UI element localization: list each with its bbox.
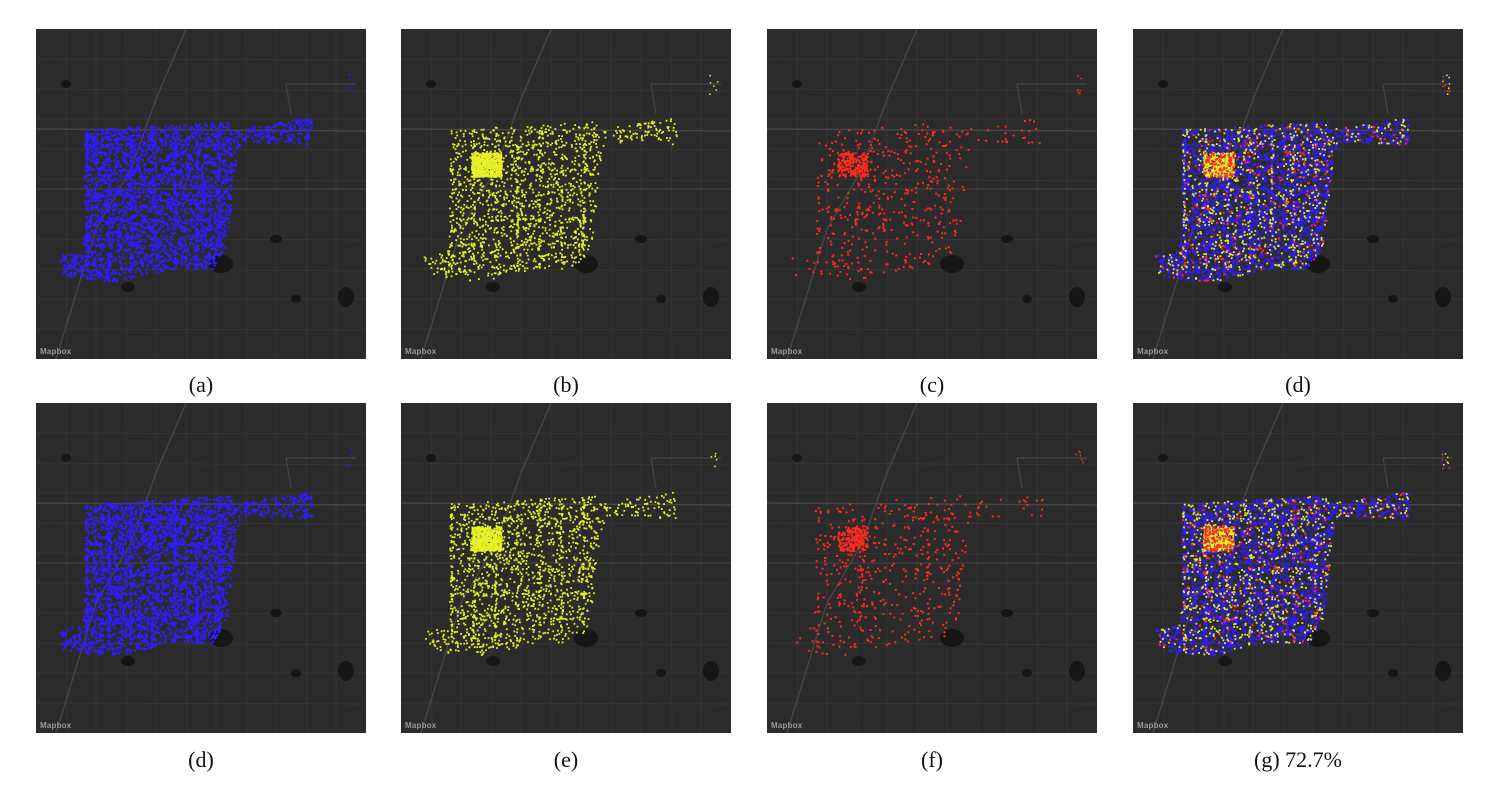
basemap-water	[426, 80, 719, 307]
basemap-roads	[1133, 403, 1463, 733]
caption-b: (b)	[401, 372, 731, 398]
basemap-roads	[36, 403, 366, 733]
basemap-water	[792, 80, 1085, 307]
caption-g: (g) 72.7%	[1133, 747, 1463, 773]
map-canvas	[767, 403, 1097, 733]
caption-d: (d)	[1133, 372, 1463, 398]
map-canvas	[36, 29, 366, 359]
mapbox-attribution: Mapbox	[405, 347, 436, 356]
map-canvas	[36, 403, 366, 733]
caption-f: (f)	[767, 747, 1097, 773]
dot-layer	[791, 75, 1082, 281]
map-canvas	[1133, 29, 1463, 359]
basemap-water	[61, 80, 354, 307]
map-canvas	[401, 403, 731, 733]
mapbox-attribution: Mapbox	[40, 721, 71, 730]
caption-e: (e)	[401, 747, 731, 773]
map-panel-d2: Mapbox	[36, 403, 366, 733]
dot-layer	[796, 450, 1084, 656]
map-canvas	[767, 29, 1097, 359]
map-panel-c: Mapbox	[767, 29, 1097, 359]
basemap-water	[1158, 80, 1451, 307]
dot-layer	[59, 448, 353, 656]
map-panel-b: Mapbox	[401, 29, 731, 359]
map-panel-g: Mapbox	[1133, 403, 1463, 733]
mapbox-attribution: Mapbox	[405, 721, 436, 730]
map-panel-e: Mapbox	[401, 403, 731, 733]
basemap-water	[792, 454, 1085, 681]
basemap-roads	[401, 29, 731, 359]
basemap-water	[1158, 454, 1451, 681]
dot-layer	[425, 452, 718, 656]
caption-c: (c)	[767, 372, 1097, 398]
mapbox-attribution: Mapbox	[771, 721, 802, 730]
map-panel-a: Mapbox	[36, 29, 366, 359]
mapbox-attribution: Mapbox	[771, 347, 802, 356]
mapbox-attribution: Mapbox	[1137, 721, 1168, 730]
map-canvas	[1133, 403, 1463, 733]
basemap-roads	[401, 403, 731, 733]
mapbox-attribution: Mapbox	[1137, 347, 1168, 356]
map-panel-f: Mapbox	[767, 403, 1097, 733]
basemap-water	[61, 454, 354, 681]
basemap-roads	[767, 29, 1097, 359]
map-canvas	[401, 29, 731, 359]
basemap-water	[426, 454, 719, 681]
dot-layer	[59, 74, 354, 283]
map-panel-d: Mapbox	[1133, 29, 1463, 359]
dot-layer	[423, 74, 719, 282]
mapbox-attribution: Mapbox	[40, 347, 71, 356]
dot-layer	[1155, 76, 1451, 282]
caption-d2: (d)	[36, 747, 366, 773]
dot-layer	[1155, 74, 1450, 282]
caption-a: (a)	[36, 372, 366, 398]
dot-layer	[1158, 453, 1451, 651]
